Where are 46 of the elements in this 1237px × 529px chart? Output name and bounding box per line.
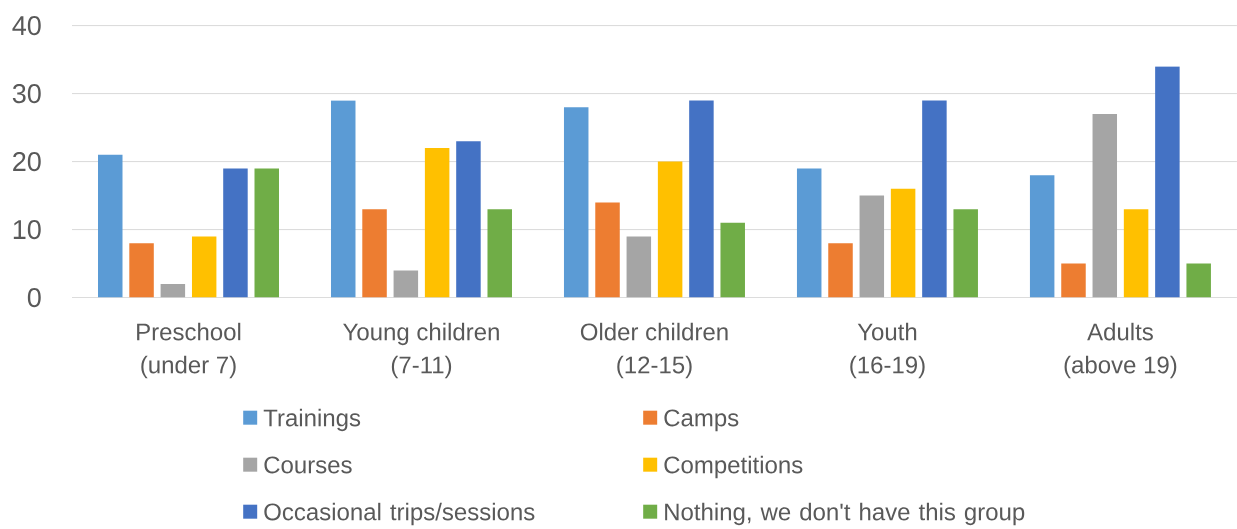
x-tick-label: Young children (7-11) [343, 322, 499, 379]
legend-label: Competitions [664, 455, 803, 479]
y-tick-label: 10 [13, 220, 41, 240]
bar [98, 154, 123, 298]
bar [1123, 209, 1149, 298]
bar [191, 236, 217, 298]
bar [922, 100, 947, 298]
legend-label: Nothing, we don't have this group [665, 502, 1025, 526]
legend-label: Trainings [263, 408, 361, 432]
bar [254, 168, 279, 298]
bar [890, 188, 916, 298]
bar [487, 209, 512, 298]
bar [1092, 113, 1118, 298]
x-tick-label: Adults (above 19) [1064, 322, 1177, 379]
bar [595, 202, 620, 298]
bar [330, 100, 356, 298]
bar [859, 195, 885, 298]
legend-label: Occasional trips/sessions [264, 502, 535, 526]
x-tick-label: Older children (12-15) [580, 322, 728, 379]
bar [828, 243, 853, 298]
x-tick-label: Preschool (under 7) [137, 322, 241, 379]
legend-label: Camps [664, 409, 739, 432]
y-tick-label: 30 [12, 84, 41, 104]
bar [1186, 263, 1211, 298]
bar [1155, 66, 1180, 298]
bar [393, 270, 419, 298]
bar [720, 222, 745, 298]
bar [796, 168, 822, 298]
y-tick-label: 40 [12, 16, 41, 36]
bar [1029, 175, 1055, 298]
bar [160, 283, 186, 298]
bar [657, 161, 683, 298]
bar [362, 209, 387, 298]
bar [563, 107, 589, 298]
y-tick-label: 0 [27, 288, 41, 308]
bar [953, 209, 978, 298]
legend-label: Courses [264, 456, 352, 474]
x-tick-label: Youth (16-19) [850, 322, 925, 379]
bar [689, 100, 714, 298]
bar [129, 243, 154, 298]
y-tick-label: 20 [13, 152, 41, 172]
bar [223, 168, 248, 298]
bar [626, 236, 652, 298]
bar [456, 141, 481, 298]
bar [424, 147, 450, 298]
bar [1061, 263, 1086, 298]
